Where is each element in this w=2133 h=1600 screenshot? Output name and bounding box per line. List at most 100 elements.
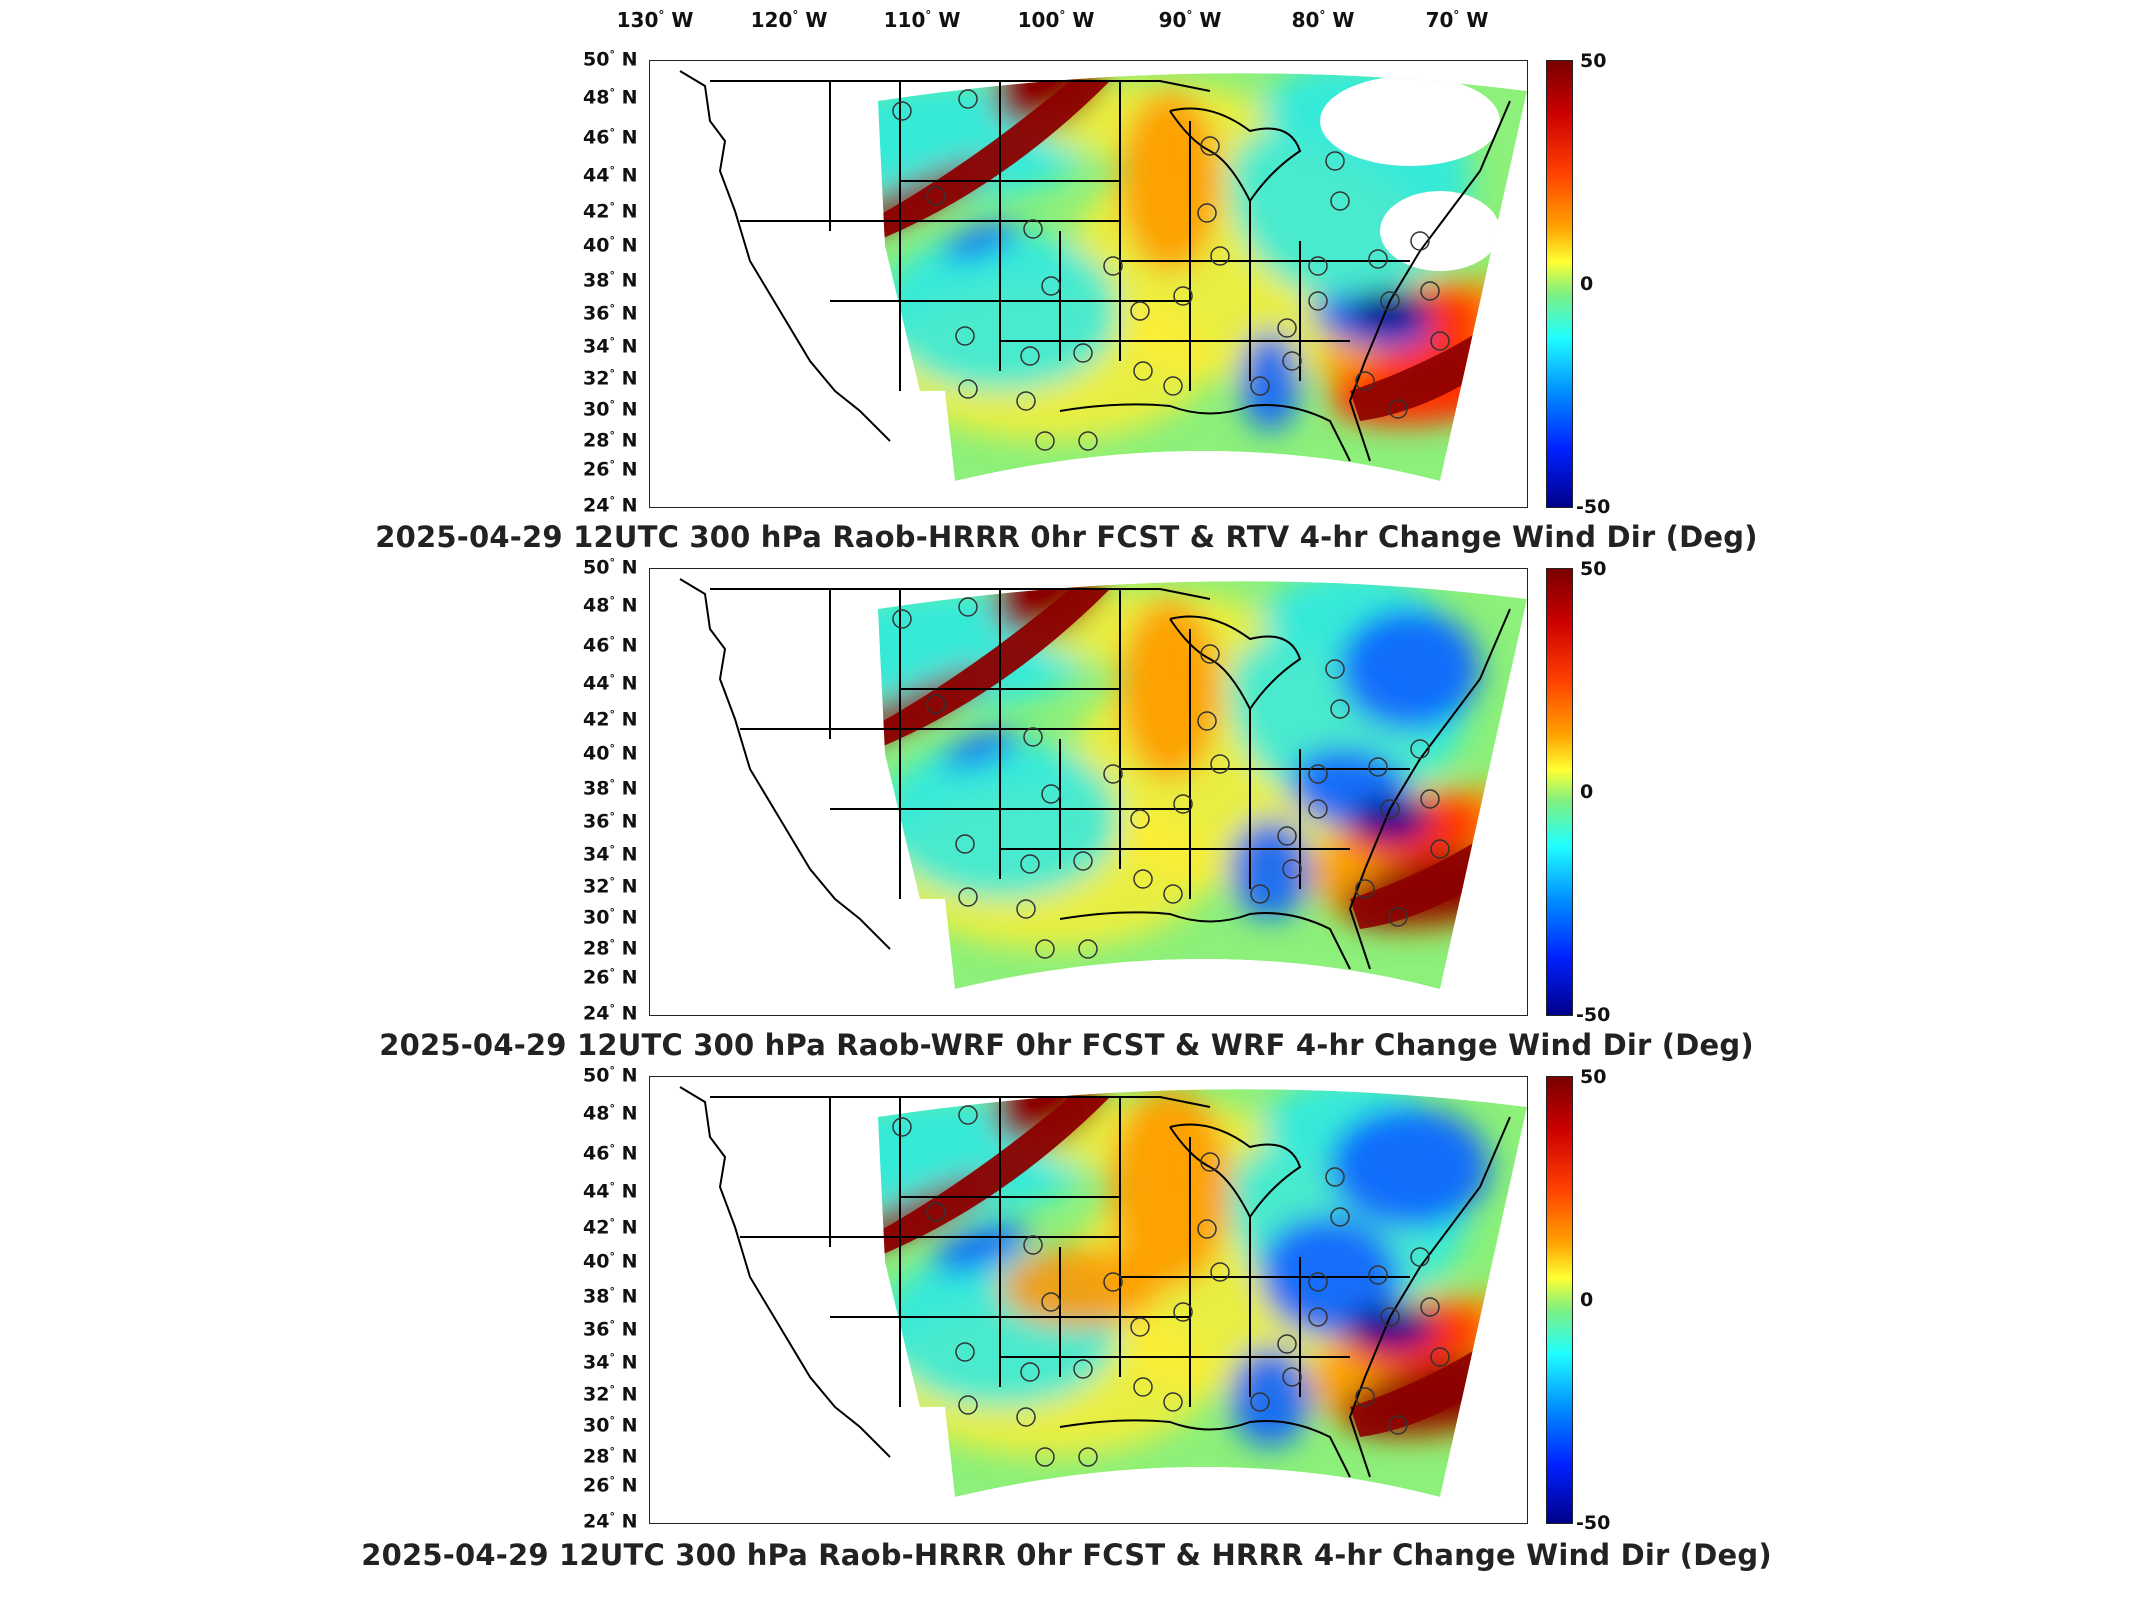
jet-band bbox=[878, 81, 1110, 251]
station-marker bbox=[1388, 399, 1408, 419]
wind-direction-map bbox=[649, 60, 1528, 508]
station-marker bbox=[1355, 879, 1375, 899]
station-marker bbox=[1210, 754, 1230, 774]
station-marker bbox=[1330, 1207, 1350, 1227]
wind-direction-map bbox=[649, 1076, 1528, 1524]
station-marker bbox=[1197, 711, 1217, 731]
station-marker bbox=[1173, 286, 1193, 306]
jet-band bbox=[878, 1097, 1110, 1267]
lat-label: 46° N bbox=[583, 634, 638, 657]
boundary-line bbox=[1348, 608, 1511, 970]
station-marker bbox=[955, 1342, 975, 1362]
station-marker bbox=[1355, 1387, 1375, 1407]
station-marker bbox=[1282, 1367, 1302, 1387]
lat-label: 32° N bbox=[583, 367, 638, 390]
lat-label: 48° N bbox=[583, 1102, 638, 1125]
station-marker bbox=[1035, 939, 1055, 959]
boundary-line bbox=[1169, 107, 1302, 203]
station-marker bbox=[1020, 346, 1040, 366]
station-marker bbox=[1041, 276, 1061, 296]
lat-label: 38° N bbox=[583, 777, 638, 800]
boundary-line bbox=[679, 1086, 891, 1458]
station-marker bbox=[1041, 1292, 1061, 1312]
station-marker bbox=[1308, 291, 1328, 311]
station-marker bbox=[1368, 1265, 1388, 1285]
lat-label: 46° N bbox=[583, 1142, 638, 1165]
lat-label: 48° N bbox=[583, 86, 638, 109]
station-marker bbox=[1325, 1167, 1345, 1187]
station-marker bbox=[955, 834, 975, 854]
station-marker bbox=[1103, 764, 1123, 784]
station-marker bbox=[958, 89, 978, 109]
lon-label: 110° W bbox=[883, 8, 961, 32]
jet-band bbox=[1350, 311, 1510, 421]
station-marker bbox=[892, 609, 912, 629]
station-marker bbox=[1380, 1307, 1400, 1327]
station-marker bbox=[1197, 203, 1217, 223]
lon-label: 80° W bbox=[1291, 8, 1355, 32]
station-marker bbox=[1210, 246, 1230, 266]
lat-label: 38° N bbox=[583, 1285, 638, 1308]
station-marker bbox=[958, 379, 978, 399]
lat-label: 30° N bbox=[583, 398, 638, 421]
station-marker bbox=[926, 1202, 946, 1222]
station-marker bbox=[1023, 219, 1043, 239]
boundary-line bbox=[1059, 911, 1351, 970]
colorbar-mid-label: 0 bbox=[1580, 273, 1594, 295]
lat-label: 26° N bbox=[583, 458, 638, 481]
lat-label: 32° N bbox=[583, 1383, 638, 1406]
jet-band bbox=[1350, 819, 1510, 929]
colorbar-min-label: -50 bbox=[1576, 496, 1611, 518]
station-marker bbox=[1420, 281, 1440, 301]
lat-label: 40° N bbox=[583, 1250, 638, 1273]
boundary-line bbox=[1059, 403, 1351, 462]
station-marker bbox=[1368, 249, 1388, 269]
station-marker bbox=[1277, 826, 1297, 846]
station-marker bbox=[1380, 291, 1400, 311]
station-marker bbox=[1041, 784, 1061, 804]
lat-label: 26° N bbox=[583, 966, 638, 989]
boundary-line bbox=[679, 70, 891, 442]
station-marker bbox=[1035, 1447, 1055, 1467]
station-marker bbox=[1277, 318, 1297, 338]
lat-label: 30° N bbox=[583, 906, 638, 929]
station-marker bbox=[1430, 331, 1450, 351]
colorbar bbox=[1546, 60, 1573, 508]
station-marker bbox=[958, 887, 978, 907]
station-marker bbox=[1073, 343, 1093, 363]
station-marker bbox=[1420, 789, 1440, 809]
lat-label: 30° N bbox=[583, 1414, 638, 1437]
lat-label: 24° N bbox=[583, 1002, 638, 1025]
station-marker bbox=[1020, 1362, 1040, 1382]
map-panel-1: 50° N 48° N 46° N 44° N 42° N 40° N 38° N 36° N… bbox=[0, 0, 2133, 560]
station-marker bbox=[1325, 659, 1345, 679]
station-marker bbox=[1430, 1347, 1450, 1367]
station-marker bbox=[1325, 151, 1345, 171]
lat-label: 42° N bbox=[583, 200, 638, 223]
station-marker bbox=[892, 1117, 912, 1137]
station-marker bbox=[892, 101, 912, 121]
station-marker bbox=[1173, 1302, 1193, 1322]
station-marker bbox=[1308, 1307, 1328, 1327]
colorbar-max-label: 50 bbox=[1580, 50, 1607, 72]
longitude-axis: 130° W 120° W 110° W 100° W 90° W 80° W … bbox=[0, 4, 2133, 44]
lat-label: 36° N bbox=[583, 810, 638, 833]
station-marker bbox=[1250, 376, 1270, 396]
station-marker bbox=[1016, 1407, 1036, 1427]
boundary-line bbox=[710, 80, 1211, 92]
colorbar bbox=[1546, 568, 1573, 1016]
station-marker bbox=[1078, 431, 1098, 451]
station-marker bbox=[1078, 939, 1098, 959]
station-marker bbox=[1277, 1334, 1297, 1354]
lat-label: 24° N bbox=[583, 1510, 638, 1533]
station-marker bbox=[958, 597, 978, 617]
lat-label: 48° N bbox=[583, 594, 638, 617]
station-marker bbox=[1130, 1317, 1150, 1337]
station-marker bbox=[1133, 869, 1153, 889]
lat-label: 44° N bbox=[583, 672, 638, 695]
jet-band bbox=[878, 589, 1110, 759]
map-panel-2: 50° N 48° N 46° N 44° N 42° N 40° N 38° N 36° N… bbox=[379, 556, 1753, 1062]
colorbar-min-label: -50 bbox=[1576, 1004, 1611, 1026]
lat-label: 50° N bbox=[583, 48, 638, 71]
